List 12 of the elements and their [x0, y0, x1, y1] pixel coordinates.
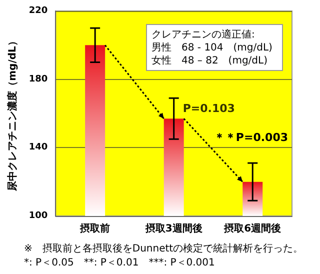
y-tick-label: 180 [28, 74, 48, 84]
annotation: ＊＊P=0.003 [214, 131, 288, 144]
y-tick-label: 220 [28, 6, 48, 16]
y-tick-label: 140 [28, 142, 48, 153]
x-tick-label: 摂取6週間後 [223, 222, 282, 234]
x-tick-label: 摂取前 [79, 222, 110, 234]
text: ※ 摂取前と各摂取後をDunnettの検定で統計解析を行った。 *: P＜0.05 **: P＜0.01 ***: P＜0.001 [24, 242, 304, 268]
annotation: P=0.103 [182, 102, 235, 115]
y-axis-title: 尿中クレアチニン濃度（mg/dL） [6, 36, 18, 192]
x-tick-label: 摂取3週間後 [144, 222, 202, 234]
y-tick-label: 100 [28, 211, 48, 221]
annotation: クレアチニンの適正値: 男性 68 - 104 (mg/dL) 女性 48 – 82 (mg/dL) [152, 28, 273, 66]
